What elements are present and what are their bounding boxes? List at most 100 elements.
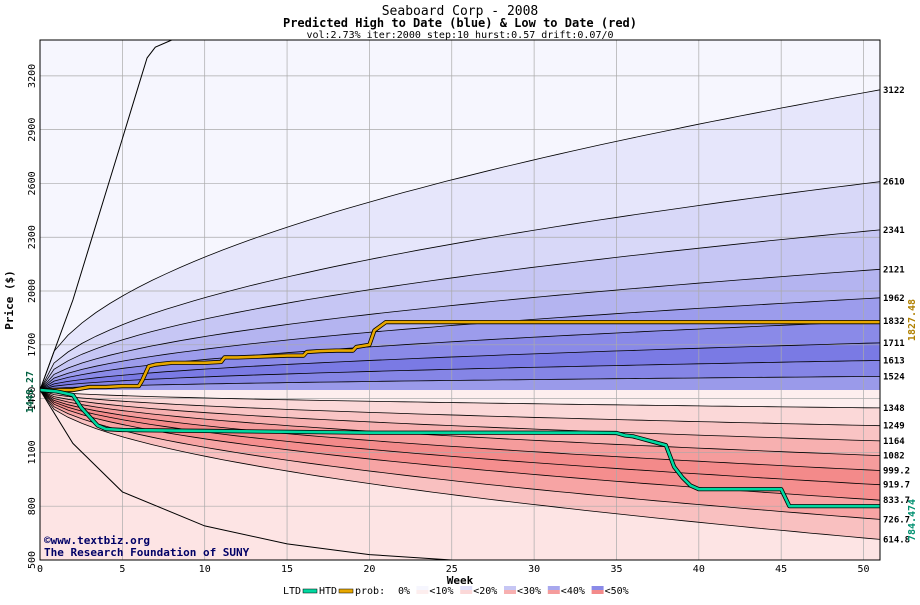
- high-band-4: [40, 269, 880, 390]
- legend-prob-swatch-top: [504, 586, 516, 590]
- right-quantile-labels: 3122 2610 2341 2121 1962 1832 1711 1613 1524 1348…: [883, 86, 910, 546]
- high-band-7: [40, 342, 880, 390]
- y-axis-ticks: 500 800 1100 1400 1700 2000 2300 2600 2900 3200: [27, 64, 38, 569]
- legend-prob-swatch-bottom: [547, 590, 560, 594]
- right-quantile-label: 1524: [883, 372, 905, 382]
- high-band-1: [40, 89, 880, 391]
- high-band-6: [40, 321, 880, 390]
- x-tick-label: 5: [119, 564, 125, 575]
- right-quantile-label: 3122: [883, 86, 905, 96]
- right-quantile-label: 726.7: [883, 515, 910, 525]
- outer-curves: [39, 39, 452, 561]
- legend-prob-swatch-bottom: [460, 590, 473, 594]
- credit-website: ©www.textbiz.org: [44, 534, 150, 547]
- plot-frame: [39, 39, 881, 561]
- quantile-line-13: [39, 389, 881, 471]
- low-band-1: [40, 390, 880, 426]
- x-tick-label: 40: [693, 564, 705, 575]
- y-tick-label: 2900: [27, 118, 38, 142]
- y-tick-label: 2000: [27, 279, 38, 303]
- right-quantile-label: 1711: [883, 339, 905, 349]
- quantile-line-7: [39, 360, 881, 391]
- y-tick-label: 800: [27, 497, 38, 515]
- legend-prob-swatch-top: [460, 586, 473, 590]
- legend-prob-item: 0%: [398, 586, 410, 597]
- right-quantile-label: 614.8: [883, 535, 910, 545]
- legend-prob-item: <20%: [473, 586, 497, 597]
- quantile-line-9: [39, 389, 881, 409]
- quantile-line-0: [39, 89, 881, 391]
- chart-subtitle: Predicted High to Date (blue) & Low to D…: [283, 16, 637, 30]
- outer-low-curve: [39, 389, 452, 561]
- legend-prob-swatch-bottom: [385, 590, 397, 594]
- legend-htd-label: HTD: [319, 586, 337, 597]
- y-tick-label: 3200: [27, 64, 38, 88]
- quantile-line-16: [39, 389, 881, 520]
- low-band-outer: [40, 390, 880, 560]
- y-tick-label: 1100: [27, 440, 38, 464]
- x-tick-label: 50: [858, 564, 870, 575]
- x-tick-label: 20: [363, 564, 375, 575]
- right-quantile-label: 2341: [883, 226, 905, 236]
- legend-prob-swatch-bottom: [416, 590, 429, 594]
- legend-prob-item: <40%: [561, 586, 585, 597]
- x-tick-label: 45: [775, 564, 787, 575]
- low-band-7: [40, 390, 880, 520]
- high-band-3: [40, 229, 880, 390]
- right-quantile-label: 1613: [883, 356, 905, 366]
- legend-prob-swatch-bottom: [504, 590, 516, 594]
- legend: LTD HTD prob: 0% <10% <20% <30% <40% <50%: [283, 586, 629, 597]
- actual-low-label: 784.474: [907, 499, 918, 541]
- x-tick-label: 35: [610, 564, 622, 575]
- high-band-0: [40, 40, 880, 390]
- quantile-line-11: [39, 389, 881, 442]
- legend-prob-item: <50%: [605, 586, 629, 597]
- credit-organization: The Research Foundation of SUNY: [44, 546, 250, 559]
- x-axis-ticks: 0 5 10 15 20 25 30 35 40 45 50: [37, 564, 870, 575]
- right-quantile-label: 919.7: [883, 481, 910, 491]
- quantile-line-2: [39, 229, 881, 391]
- right-quantile-label: 999.2: [883, 467, 910, 477]
- start-price-label: 1448.27: [25, 371, 36, 413]
- legend-prob-label: prob:: [355, 586, 385, 597]
- right-quantile-label: 1832: [883, 317, 905, 327]
- y-tick-label: 2600: [27, 171, 38, 195]
- x-axis-label: Week: [447, 574, 474, 587]
- low-band-3: [40, 390, 880, 456]
- right-quantile-label: 2610: [883, 178, 905, 188]
- actual-low-path: [39, 388, 880, 508]
- legend-prob-swatch-top: [547, 586, 560, 590]
- outer-high-curve: [39, 39, 172, 391]
- quantile-line-12: [39, 389, 881, 456]
- high-band-9: [40, 376, 880, 390]
- y-tick-label: 1700: [27, 333, 38, 357]
- x-tick-label: 0: [37, 564, 43, 575]
- legend-prob-swatch-top: [385, 586, 397, 590]
- x-tick-label: 25: [446, 564, 458, 575]
- legend-prob-swatch-top: [416, 586, 429, 590]
- quantile-line-4: [39, 297, 881, 391]
- legend-prob-item: <30%: [517, 586, 541, 597]
- x-tick-label: 10: [199, 564, 211, 575]
- y-axis-label: Price ($): [3, 270, 16, 330]
- chart-title: Seaboard Corp - 2008: [382, 4, 539, 19]
- legend-prob-swatch-bottom: [591, 590, 604, 594]
- legend-ltd-swatch: [302, 588, 318, 594]
- quantile-line-17: [39, 389, 881, 540]
- probability-bands: [40, 40, 880, 560]
- quantile-line-6: [39, 342, 881, 391]
- right-quantile-label: 1348: [883, 404, 905, 414]
- y-tick-label: 1400: [27, 387, 38, 411]
- y-tick-label: 500: [27, 551, 38, 569]
- right-quantile-label: 1962: [883, 294, 905, 304]
- right-quantile-label: 1082: [883, 452, 905, 462]
- quantile-lines: [39, 89, 881, 540]
- right-quantile-label: 833.7: [883, 496, 910, 506]
- legend-prob-item: <10%: [429, 586, 453, 597]
- quantile-line-3: [39, 268, 881, 391]
- legend-htd-swatch: [338, 588, 354, 594]
- quantile-line-1: [39, 181, 881, 391]
- high-band-8: [40, 360, 880, 390]
